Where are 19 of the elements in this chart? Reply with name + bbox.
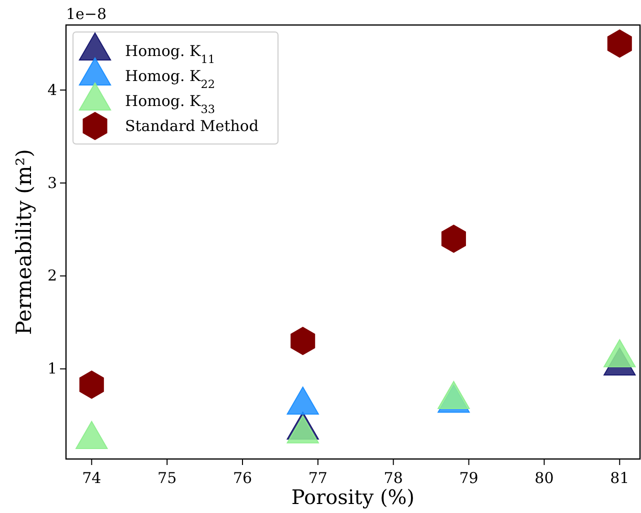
y-tick-label: 1 (47, 360, 57, 378)
legend-label: Standard Method (125, 117, 259, 135)
x-tick-label: 78 (384, 469, 403, 487)
x-tick-label: 75 (158, 469, 177, 487)
y-tick-label: 3 (47, 174, 57, 192)
legend-label: Homog. K$_{22}$ (125, 67, 216, 90)
x-tick-label: 81 (610, 469, 630, 487)
x-tick-label: 77 (308, 469, 328, 487)
legend-label: Homog. K$_{11}$ (125, 42, 216, 66)
x-tick-label: 80 (534, 469, 554, 487)
text: 1e−8 (66, 5, 107, 23)
y-axis-title: Permeability (m²) (12, 149, 36, 335)
x-tick-label: 74 (82, 469, 102, 487)
y-tick-label: 2 (47, 266, 57, 285)
y-tick-label: 4 (47, 80, 57, 99)
x-tick-label: 76 (232, 469, 252, 487)
legend-label: Homog. K$_{33}$ (125, 92, 216, 116)
x-tick-label: 79 (459, 469, 478, 487)
x-axis-title: Porosity (%) (291, 485, 415, 509)
